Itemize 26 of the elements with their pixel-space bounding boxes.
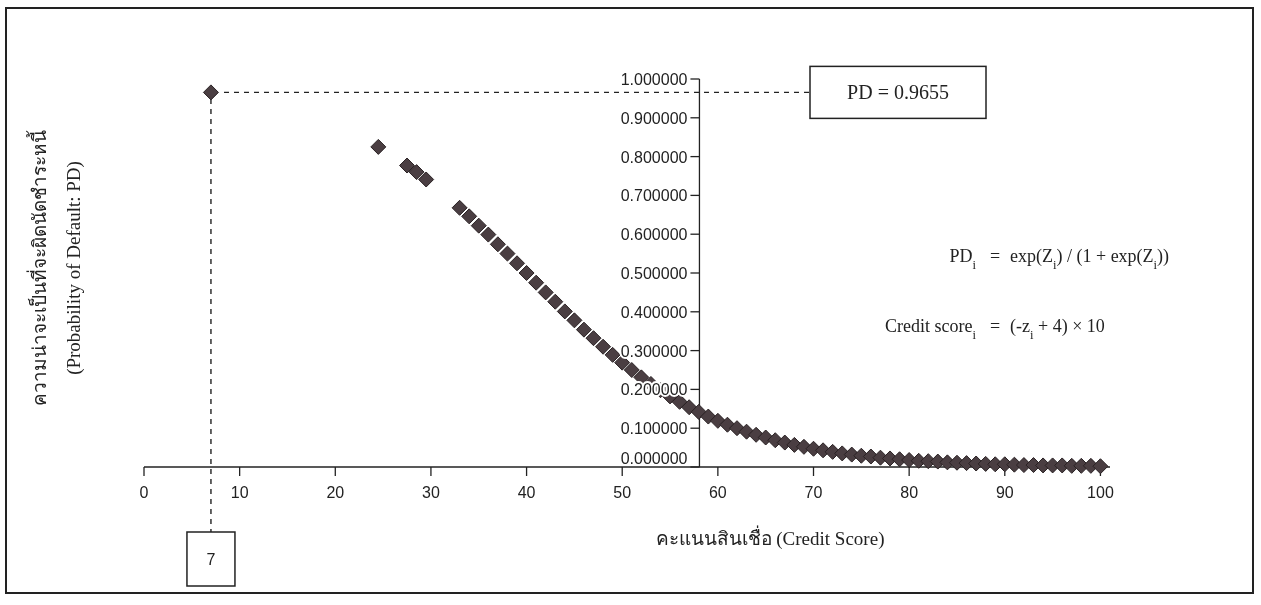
x-tick-label: 80 xyxy=(900,484,919,501)
y-tick-label: 0.800000 xyxy=(620,148,688,166)
y-tick-label: 0.100000 xyxy=(620,420,688,438)
x-tick-label: 70 xyxy=(804,484,823,501)
x-tick-label: 30 xyxy=(422,484,440,501)
x-tick-label: 100 xyxy=(1087,484,1114,501)
x-tick-label: 10 xyxy=(230,484,249,501)
y-tick-label: 0.500000 xyxy=(620,265,688,282)
ref-line-label: PD = 0.9655 xyxy=(847,81,949,104)
x-tick-label: 40 xyxy=(517,484,536,501)
y-tick-label: 0.000000 xyxy=(620,450,688,467)
ref-line-label: 7 xyxy=(206,551,216,568)
x-tick-label: 60 xyxy=(708,484,727,501)
y-tick-label: 0.700000 xyxy=(620,187,688,205)
x-tick-label: 0 xyxy=(139,484,149,501)
annotation: PD$_{i}$ = exp(Z$_{i}$) / (1 + exp(Z$_{i}$)) xyxy=(949,246,1170,272)
x-tick-label: 90 xyxy=(995,484,1014,501)
y-tick-label: 0.600000 xyxy=(620,226,688,244)
y-tick-label: 1.000000 xyxy=(620,71,688,88)
x-tick-label: 50 xyxy=(613,484,632,501)
annotation: Credit score$_{i}$ = (-z$_{i}$ + 4) × 10 xyxy=(885,316,1105,342)
y-tick-label: 0.400000 xyxy=(620,303,688,321)
x-tick-label: 20 xyxy=(326,484,345,501)
y-tick-label: 0.300000 xyxy=(620,342,688,360)
y-tick-label: 0.900000 xyxy=(620,109,688,127)
ylabel: (Probability of Default: PD) xyxy=(63,161,84,375)
